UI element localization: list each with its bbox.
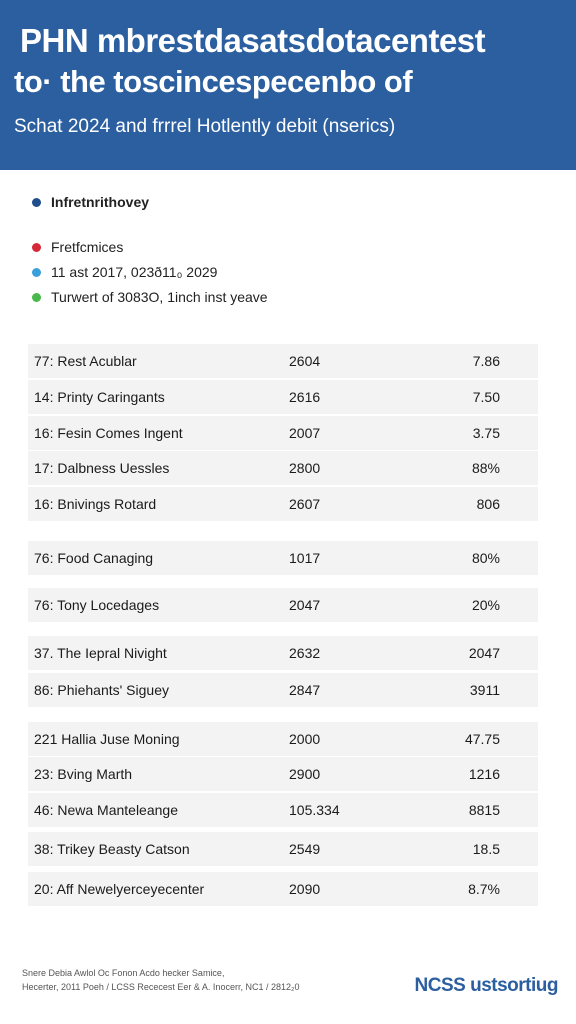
row-name: 23: Bving Marth xyxy=(34,766,133,782)
page-subtitle: Schat 2024 and frrrel Hotlently debit (n… xyxy=(14,116,396,137)
row-name: 76: Tony Locedages xyxy=(34,597,160,613)
row-name: 38: Trikey Beasty Catson xyxy=(34,841,190,857)
brand-logo: NCSS ustsortiug xyxy=(414,975,559,996)
row-value: 47.75 xyxy=(464,731,500,747)
legend-dot-icon xyxy=(32,242,41,252)
table-row: 16: Bnivings Rotard 2607 806 xyxy=(28,487,538,521)
row-value: 8815 xyxy=(468,802,500,818)
table-row: 14: Printy Caringants 2616 7.50 xyxy=(28,380,538,414)
row-year: 2632 xyxy=(289,645,321,661)
row-value: 8.7% xyxy=(468,881,500,897)
row-name: 17: Dalbness Uessles xyxy=(34,460,170,476)
legend-dot-icon xyxy=(32,267,41,277)
row-value: 88% xyxy=(471,460,500,476)
table-row: 77: Rest Acublar 2604 7.86 xyxy=(28,344,538,378)
legend-dot-icon xyxy=(32,292,41,302)
table-row: 16: Fesin Comes Ingent 2007 3.75 xyxy=(28,416,538,450)
row-year: 2090 xyxy=(289,881,321,897)
row-value: 80% xyxy=(471,550,500,566)
legend-label: Fretfcmices xyxy=(51,239,124,255)
row-name: 20: Aff Newelyerceyecenter xyxy=(34,881,205,897)
source-note-line-2: Hecerter, 2011 Poeh / LCSS Rececest Eer … xyxy=(22,982,300,992)
row-value: 3911 xyxy=(469,682,500,698)
row-name: 14: Printy Caringants xyxy=(34,389,165,405)
row-name: 46: Newa Manteleange xyxy=(34,802,178,818)
row-name: 37. The Iepral Nivight xyxy=(34,645,167,661)
legend-dot-icon xyxy=(32,197,41,207)
row-year: 2000 xyxy=(289,731,321,747)
table-row: 221 Hallia Juse Moning 2000 47.75 xyxy=(28,722,538,756)
table-row: 23: Bving Marth 2900 1216 xyxy=(28,757,538,791)
source-note: Snere Debia Awlol Oc Fonon Acdo hecker S… xyxy=(22,966,299,994)
row-name: 16: Fesin Comes Ingent xyxy=(34,425,183,441)
legend-label: Infretnrithovey xyxy=(51,194,150,210)
row-name: 86: Phiehants' Siguey xyxy=(34,682,169,698)
legend-label: 11 ast 2017, 023ð11₀ 2029 xyxy=(51,264,218,280)
row-year: 2616 xyxy=(289,389,321,405)
table-row: 46: Newa Manteleange 105.334 8815 xyxy=(28,793,538,827)
legend-item: 11 ast 2017, 023ð11₀ 2029 xyxy=(32,264,217,280)
row-value: 20% xyxy=(471,597,500,613)
page-title-line-2: to· the toscincespecenbo of xyxy=(14,64,413,99)
legend-item: Fretfcmices xyxy=(32,239,123,255)
legend-item: Infretnrithovey xyxy=(32,194,149,210)
table-row: 20: Aff Newelyerceyecenter 2090 8.7% xyxy=(28,872,538,906)
row-value: 3.75 xyxy=(472,425,500,441)
row-name: 16: Bnivings Rotard xyxy=(34,496,157,512)
row-value: 7.50 xyxy=(472,389,500,405)
row-value: 7.86 xyxy=(472,353,500,369)
row-year: 1017 xyxy=(289,550,321,566)
row-name: 76: Food Canaging xyxy=(34,550,154,566)
row-value: 1216 xyxy=(468,766,500,782)
table-row: 38: Trikey Beasty Catson 2549 18.5 xyxy=(28,832,538,866)
row-year: 2549 xyxy=(289,841,321,857)
legend-item: Turwert of 3083O, 1inch inst yeave xyxy=(32,289,268,305)
legend-label: Turwert of 3083O, 1inch inst yeave xyxy=(51,289,268,305)
row-year: 2800 xyxy=(289,460,321,476)
table-row: 86: Phiehants' Siguey 2847 3911 xyxy=(28,673,538,707)
header-banner: PHN mbrestdasatsdotacentest to· the tosc… xyxy=(0,0,576,170)
row-year: 2607 xyxy=(289,496,321,512)
table-row: 17: Dalbness Uessles 2800 88% xyxy=(28,451,538,485)
row-value: 806 xyxy=(476,496,500,512)
row-year: 2847 xyxy=(289,682,321,698)
row-year: 2007 xyxy=(289,425,321,441)
row-year: 2604 xyxy=(289,353,321,369)
row-year: 2900 xyxy=(289,766,321,782)
table-row: 76: Food Canaging 1017 80% xyxy=(28,541,538,575)
row-year: 2047 xyxy=(289,597,321,613)
row-year: 105.334 xyxy=(289,802,340,818)
table-row: 76: Tony Locedages 2047 20% xyxy=(28,588,538,622)
source-note-line-1: Snere Debia Awlol Oc Fonon Acdo hecker S… xyxy=(22,968,225,978)
row-name: 77: Rest Acublar xyxy=(34,353,137,369)
table-row: 37. The Iepral Nivight 2632 2047 xyxy=(28,636,538,670)
row-value: 18.5 xyxy=(472,841,500,857)
row-name: 221 Hallia Juse Moning xyxy=(34,731,180,747)
page-title-line-1: PHN mbrestdasatsdotacentest xyxy=(20,22,486,59)
row-value: 2047 xyxy=(468,645,500,661)
